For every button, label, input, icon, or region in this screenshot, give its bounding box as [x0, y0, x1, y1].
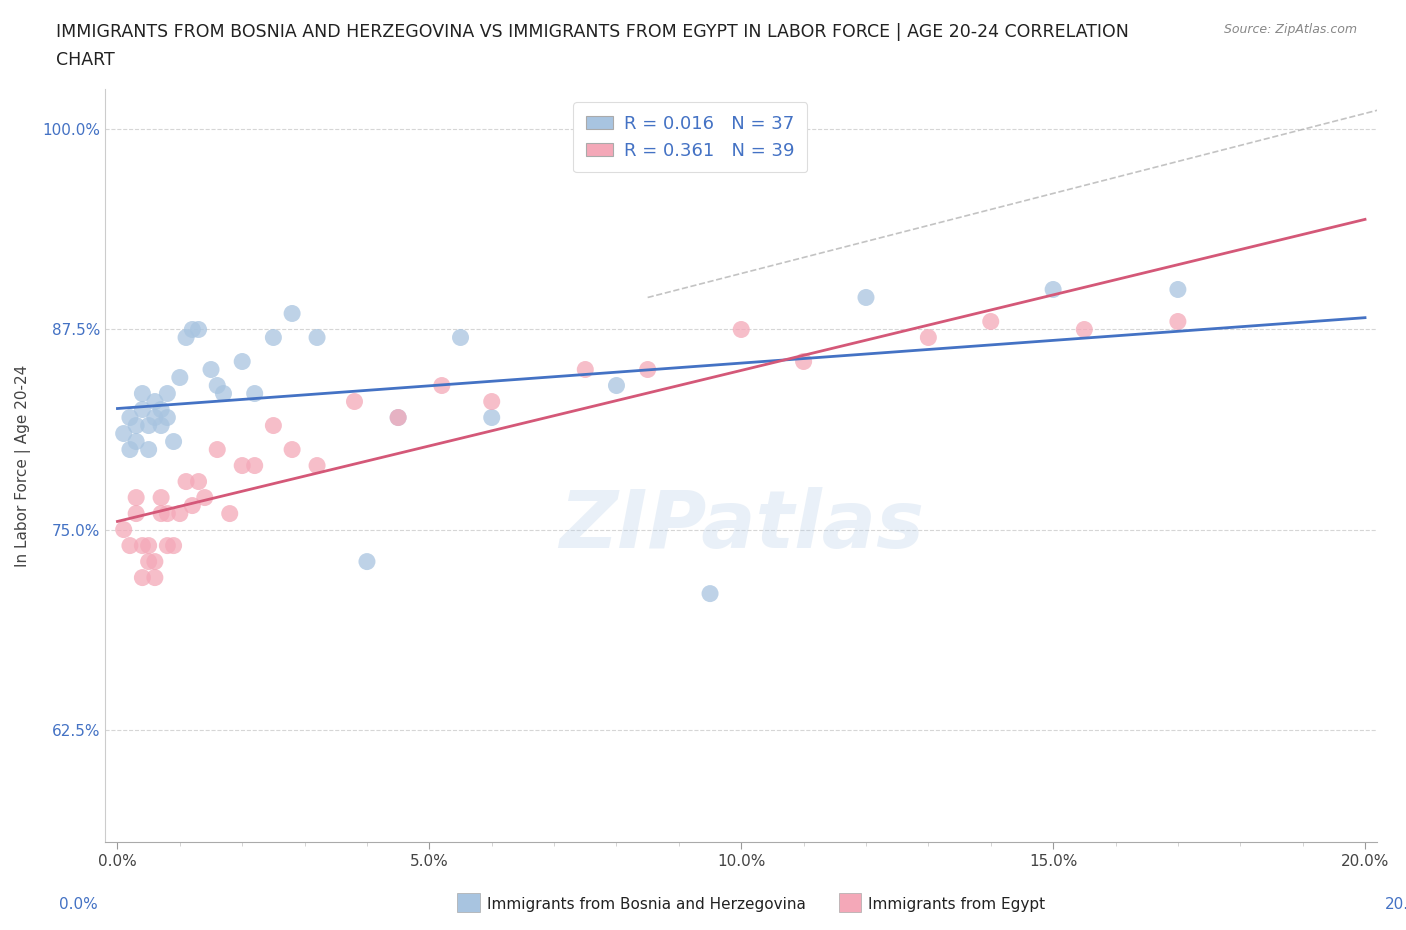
Point — [481, 394, 503, 409]
Point — [207, 442, 229, 457]
Point — [917, 330, 939, 345]
Point — [231, 354, 253, 369]
Point — [143, 410, 166, 425]
Point — [1073, 322, 1095, 337]
Point — [162, 434, 184, 449]
Point — [187, 474, 209, 489]
Point — [143, 394, 166, 409]
Text: IMMIGRANTS FROM BOSNIA AND HERZEGOVINA VS IMMIGRANTS FROM EGYPT IN LABOR FORCE |: IMMIGRANTS FROM BOSNIA AND HERZEGOVINA V… — [56, 23, 1129, 41]
Point — [125, 418, 148, 433]
Point — [156, 506, 179, 521]
Point — [125, 506, 148, 521]
Point — [194, 490, 217, 505]
Point — [162, 538, 184, 553]
Point — [181, 498, 204, 513]
Point — [450, 330, 472, 345]
Point — [138, 418, 160, 433]
Point — [387, 410, 409, 425]
Point — [181, 322, 204, 337]
Point — [243, 386, 266, 401]
Point — [699, 586, 721, 601]
Point — [231, 458, 253, 473]
Point — [281, 306, 304, 321]
Text: Immigrants from Bosnia and Herzegovina: Immigrants from Bosnia and Herzegovina — [486, 897, 806, 912]
Point — [212, 386, 235, 401]
Point — [174, 474, 197, 489]
Point — [855, 290, 877, 305]
Point — [307, 458, 329, 473]
Point — [125, 490, 148, 505]
Point — [200, 362, 222, 377]
Point — [207, 379, 229, 393]
Point — [150, 418, 173, 433]
Point — [187, 322, 209, 337]
Point — [574, 362, 596, 377]
Point — [387, 410, 409, 425]
Point — [1167, 314, 1189, 329]
Point — [156, 538, 179, 553]
Point — [1167, 282, 1189, 297]
Point — [143, 570, 166, 585]
Point — [112, 426, 135, 441]
Point — [1042, 282, 1064, 297]
Point — [343, 394, 366, 409]
Point — [131, 386, 153, 401]
Text: Source: ZipAtlas.com: Source: ZipAtlas.com — [1223, 23, 1357, 36]
Point — [980, 314, 1002, 329]
Point — [174, 330, 197, 345]
Point — [218, 506, 240, 521]
Point — [243, 458, 266, 473]
Y-axis label: In Labor Force | Age 20-24: In Labor Force | Age 20-24 — [15, 365, 31, 566]
Point — [118, 442, 141, 457]
Point — [131, 402, 153, 417]
Point — [156, 410, 179, 425]
Point — [131, 570, 153, 585]
Point — [605, 379, 627, 393]
Text: ZIPatlas: ZIPatlas — [558, 486, 924, 565]
Point — [430, 379, 453, 393]
Point — [118, 538, 141, 553]
Point — [118, 410, 141, 425]
Text: 20.0%: 20.0% — [1385, 897, 1406, 912]
Point — [143, 554, 166, 569]
Point — [637, 362, 659, 377]
Point — [112, 522, 135, 537]
Point — [131, 538, 153, 553]
Legend: R = 0.016   N = 37, R = 0.361   N = 39: R = 0.016 N = 37, R = 0.361 N = 39 — [574, 102, 807, 172]
Point — [169, 506, 191, 521]
Text: CHART: CHART — [56, 51, 115, 69]
Point — [150, 490, 173, 505]
Point — [138, 554, 160, 569]
Point — [307, 330, 329, 345]
Point — [138, 442, 160, 457]
Point — [150, 506, 173, 521]
Point — [138, 538, 160, 553]
Point — [356, 554, 378, 569]
Point — [262, 418, 284, 433]
Point — [481, 410, 503, 425]
Point — [281, 442, 304, 457]
Point — [793, 354, 815, 369]
Point — [730, 322, 752, 337]
Point — [150, 402, 173, 417]
Point — [262, 330, 284, 345]
Point — [169, 370, 191, 385]
Text: Immigrants from Egypt: Immigrants from Egypt — [869, 897, 1046, 912]
Point — [125, 434, 148, 449]
Point — [156, 386, 179, 401]
Text: 0.0%: 0.0% — [59, 897, 98, 912]
